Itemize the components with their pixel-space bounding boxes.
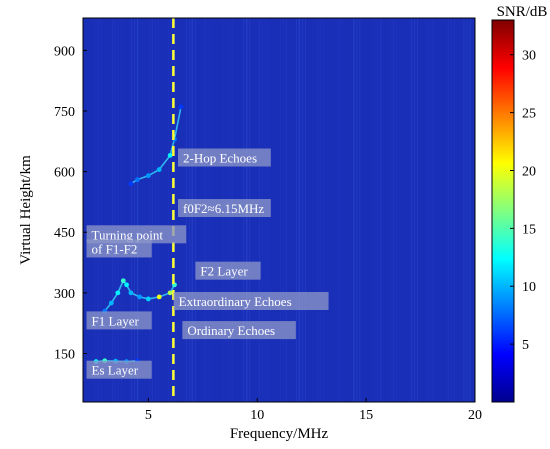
annotation-label: Es Layer xyxy=(86,360,152,379)
annotation-text: 2-Hop Echoes xyxy=(183,150,257,165)
y-tick-label: 150 xyxy=(54,347,75,362)
x-tick-label: 5 xyxy=(145,408,152,423)
echo-point xyxy=(128,290,134,296)
colorbar: 5 10 15 20 25 30 SNR/dB xyxy=(491,4,548,403)
colorbar-tick-label: 10 xyxy=(522,280,536,295)
annotation-label: Extraordinary Echoes xyxy=(173,291,329,310)
annotation-box xyxy=(178,148,271,167)
annotation-label: F2 Layer xyxy=(195,261,261,280)
annotation-label: 2-Hop Echoes xyxy=(178,148,271,167)
y-tick-label: 600 xyxy=(54,166,75,181)
y-tick-label: 450 xyxy=(54,226,75,241)
x-tick-label: 20 xyxy=(468,408,482,423)
annotation-box xyxy=(86,239,152,258)
plot-background xyxy=(83,18,475,402)
y-tick-label: 900 xyxy=(54,44,75,59)
annotation-text: F2 Layer xyxy=(200,264,248,279)
colorbar-tick-label: 5 xyxy=(522,338,529,353)
annotation-label: F1 Layer xyxy=(86,311,152,330)
echo-point xyxy=(156,294,162,300)
echo-point xyxy=(115,290,121,296)
echo-point xyxy=(167,153,173,158)
y-tick-label: 750 xyxy=(54,105,75,120)
echo-point xyxy=(128,181,134,187)
echo-point xyxy=(124,282,129,288)
x-axis-title: Frequency/MHz xyxy=(230,426,329,442)
annotation-text: Ordinary Echoes xyxy=(187,323,275,338)
echo-point xyxy=(156,167,162,172)
colorbar-label: SNR/dB xyxy=(497,4,548,20)
echo-point xyxy=(145,296,151,302)
annotation-text: Extraordinary Echoes xyxy=(179,294,292,309)
echo-point xyxy=(167,290,173,296)
annotation-box xyxy=(195,261,261,280)
colorbar-tick-label: 15 xyxy=(522,222,536,237)
echo-point xyxy=(108,300,114,306)
annotation-label: f0F2≈6.15MHz xyxy=(178,199,271,218)
colorbar-gradient xyxy=(491,19,515,403)
annotation-box xyxy=(182,321,296,340)
annotation-text: F1 Layer xyxy=(92,313,140,328)
annotation-box xyxy=(86,311,152,330)
plot-frame xyxy=(82,17,476,403)
annotation-text: of F1-F2 xyxy=(92,241,138,256)
annotation-box xyxy=(86,360,152,379)
annotation-text: Turning point xyxy=(92,227,164,242)
x-tick-label: 10 xyxy=(250,408,264,423)
colorbar-ticks: 5 10 15 20 25 30 xyxy=(510,49,536,353)
annotation-box xyxy=(178,199,271,218)
x-tick-label: 15 xyxy=(359,408,373,423)
annotation-box xyxy=(86,225,187,244)
colorbar-tick-label: 20 xyxy=(522,164,536,179)
annotation-label: Ordinary Echoes xyxy=(182,321,296,340)
annotation-label: Turning point xyxy=(86,225,187,244)
echo-point xyxy=(120,278,126,284)
annotation-box xyxy=(173,291,329,310)
annotation-label: of F1-F2 xyxy=(86,239,152,258)
colorbar-tick-label: 30 xyxy=(522,49,536,64)
annotations: 2-Hop Echoes f0F2≈6.15MHz Turning pointof … xyxy=(86,148,329,379)
y-axis-title: Virtual Height/km xyxy=(18,155,34,265)
echo-point xyxy=(137,294,143,300)
colorbar-tick-label: 25 xyxy=(522,107,536,122)
echo-point xyxy=(135,177,140,183)
annotation-text: f0F2≈6.15MHz xyxy=(183,201,264,216)
echo-point xyxy=(178,104,184,110)
annotation-text: Es Layer xyxy=(92,363,139,378)
echo-point xyxy=(145,173,151,179)
y-tick-label: 300 xyxy=(54,287,75,302)
axis-ticks: 5 10 15 20 150 300 450 600 750 900 xyxy=(54,44,482,423)
